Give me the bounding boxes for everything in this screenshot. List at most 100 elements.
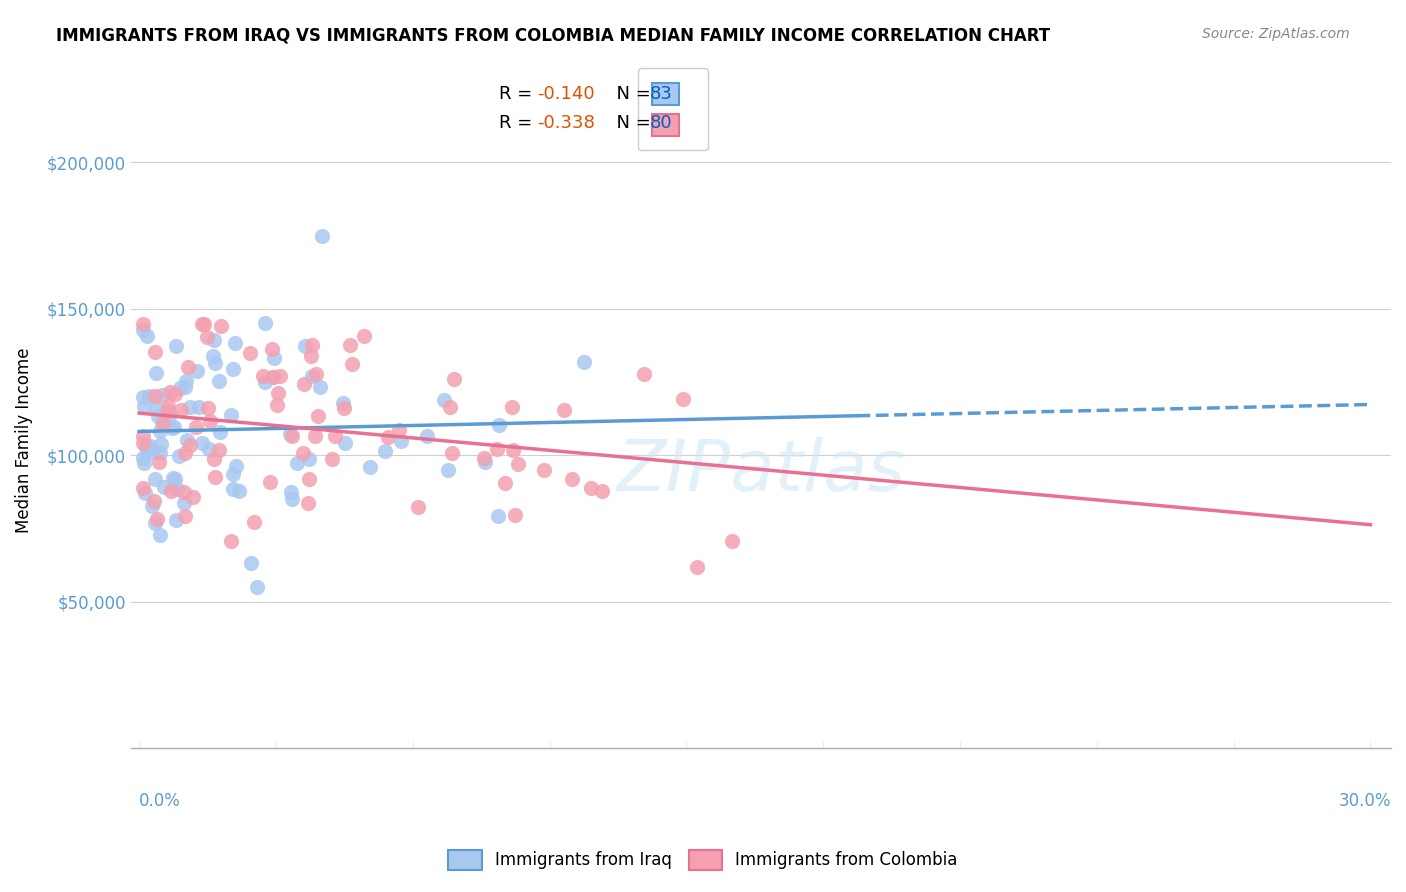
Point [301,369,323,384]
Point [266,398,288,412]
Point [292,376,315,391]
Point [305,368,328,382]
Point [474,455,496,469]
Point [291,446,314,460]
Point [165,513,187,527]
Point [239,556,262,570]
Point [174,374,197,388]
Point [165,339,187,353]
Text: Source: ZipAtlas.com: Source: ZipAtlas.com [1202,27,1350,41]
Point [269,369,291,384]
Point [160,483,183,498]
Legend: , : , [637,68,709,150]
Point [173,380,195,394]
Point [159,407,181,421]
Point [138,438,160,452]
Point [225,459,247,474]
Point [208,443,231,458]
Point [239,346,262,360]
Point [132,429,155,443]
Point [388,423,411,437]
Point [503,508,526,523]
Point [195,330,218,344]
Point [502,442,524,457]
Point [163,387,186,401]
Point [163,420,186,434]
Text: -0.338: -0.338 [537,114,595,132]
Point [262,370,284,384]
Point [149,446,172,460]
Point [222,361,245,376]
Point [209,425,232,439]
Point [166,482,188,496]
Point [163,472,186,486]
Point [406,500,429,515]
Point [209,318,232,333]
Point [339,337,361,351]
Point [332,401,354,416]
Text: 0.0%: 0.0% [139,791,181,810]
Point [579,481,602,495]
Point [169,381,191,395]
Point [148,409,170,423]
Point [309,380,332,394]
Point [198,442,221,456]
Point [138,389,160,403]
Point [359,460,381,475]
Point [221,467,243,481]
Point [208,374,231,388]
Point [173,485,195,500]
Point [416,429,439,443]
Point [222,483,245,497]
Point [162,471,184,485]
Point [170,402,193,417]
Point [132,399,155,413]
Point [173,446,195,460]
Point [132,451,155,466]
Point [132,317,155,331]
Legend: Immigrants from Iraq, Immigrants from Colombia: Immigrants from Iraq, Immigrants from Co… [441,843,965,877]
Point [160,421,183,435]
Point [134,486,156,500]
Point [219,534,242,549]
Point [501,400,523,414]
Point [335,435,357,450]
Point [173,496,195,510]
Point [294,339,316,353]
Point [433,393,456,408]
Y-axis label: Median Family Income: Median Family Income [15,348,32,533]
Point [242,516,264,530]
Text: R =: R = [499,114,538,132]
Point [142,494,165,508]
Point [186,364,208,378]
Point [145,401,167,415]
Point [633,367,655,381]
Point [152,417,174,432]
Point [553,403,575,417]
Point [721,534,744,549]
Point [181,490,204,504]
Point [494,476,516,491]
Point [440,445,463,459]
Point [307,409,329,423]
Point [136,443,159,458]
Point [141,445,163,459]
Point [280,484,302,499]
Point [132,323,155,337]
Point [149,528,172,542]
Text: ZIPatlas: ZIPatlas [616,437,905,506]
Point [561,472,583,486]
Point [148,455,170,469]
Point [152,480,174,494]
Point [143,516,166,531]
Point [145,366,167,380]
Point [135,439,157,453]
Point [150,416,173,430]
Point [228,483,250,498]
Point [132,390,155,404]
Point [204,470,226,484]
Point [150,437,173,451]
Point [198,414,221,428]
Text: 83: 83 [650,85,672,103]
Point [439,401,461,415]
